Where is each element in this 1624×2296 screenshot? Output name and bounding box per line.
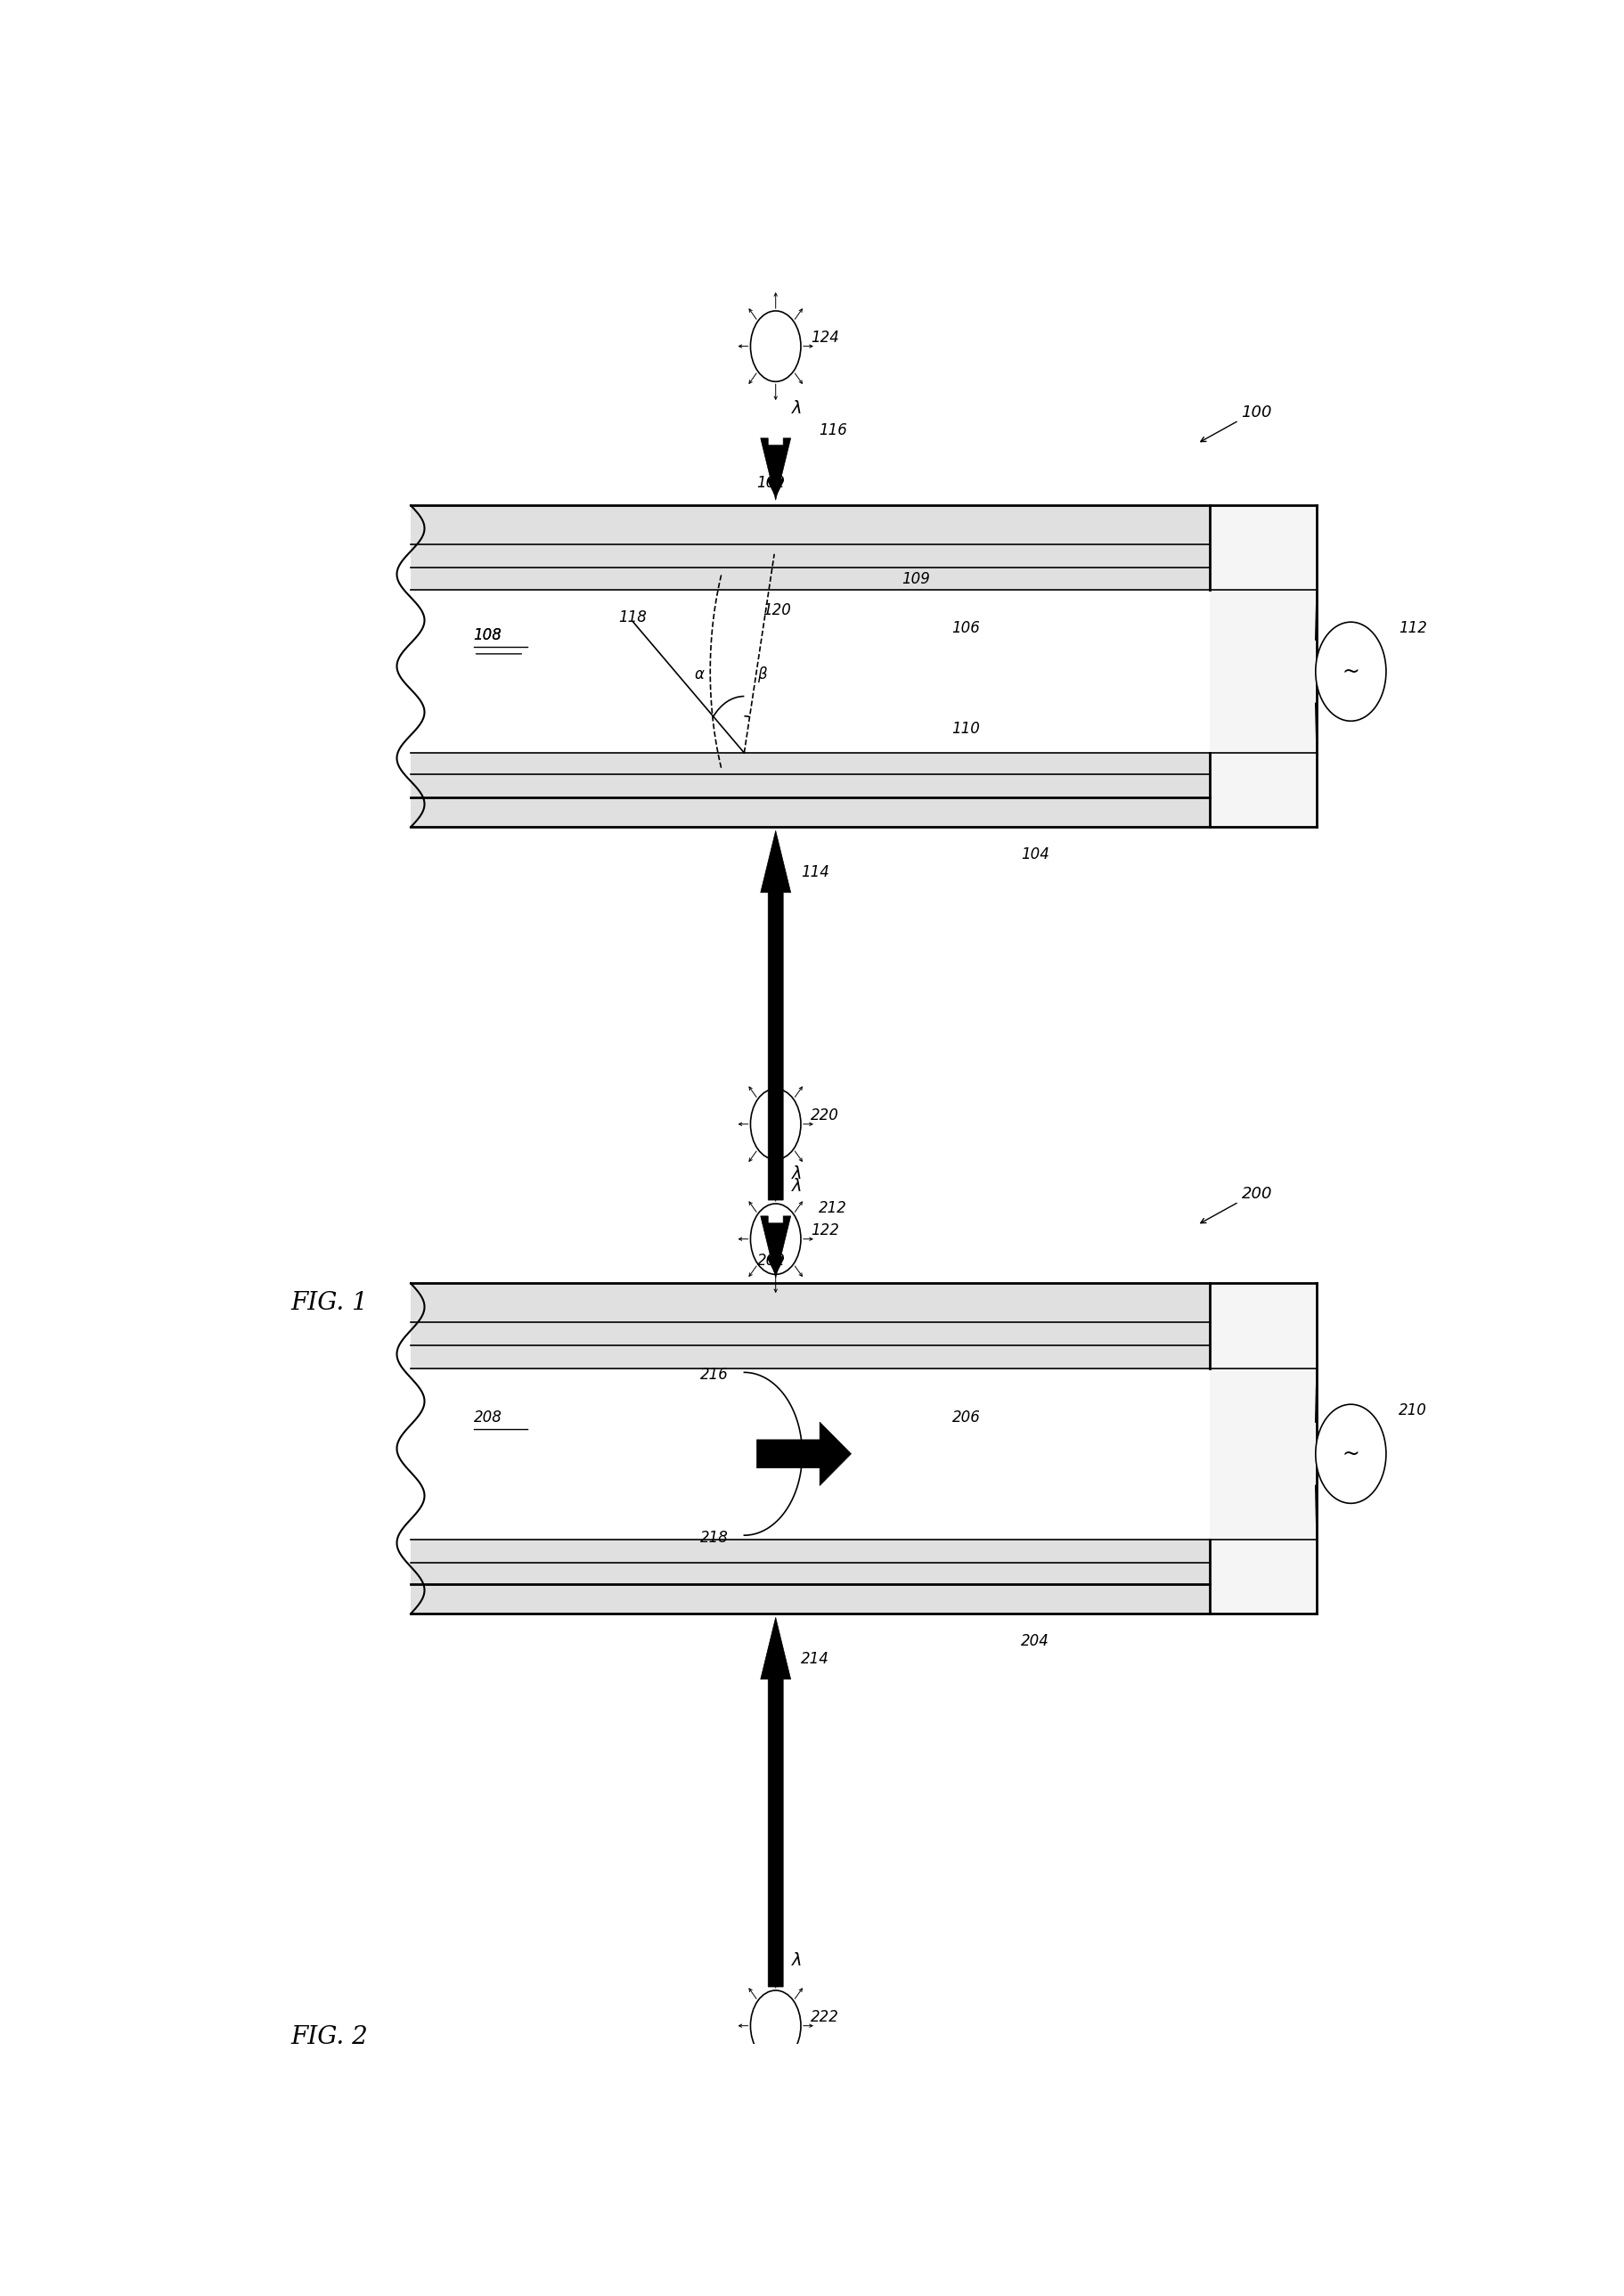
Text: 106: 106 <box>952 620 981 636</box>
Text: 122: 122 <box>810 1221 840 1238</box>
Text: ~: ~ <box>1341 661 1359 682</box>
Text: FIG. 2: FIG. 2 <box>291 2025 369 2048</box>
Text: 124: 124 <box>810 328 840 344</box>
Text: 218: 218 <box>700 1529 729 1545</box>
Polygon shape <box>760 439 791 501</box>
Polygon shape <box>411 1283 1210 1368</box>
Text: $\beta$: $\beta$ <box>757 664 768 684</box>
Polygon shape <box>760 831 791 1201</box>
Text: 206: 206 <box>952 1410 981 1426</box>
Text: ~: ~ <box>1341 1444 1359 1465</box>
Polygon shape <box>411 753 1210 827</box>
Text: $\lambda$: $\lambda$ <box>791 1952 802 1970</box>
Polygon shape <box>411 1541 1210 1614</box>
Text: 108: 108 <box>474 627 502 643</box>
Text: 116: 116 <box>818 422 846 439</box>
Text: 112: 112 <box>1398 620 1427 636</box>
Text: 104: 104 <box>1021 847 1049 863</box>
Text: 102: 102 <box>757 475 784 491</box>
Text: 214: 214 <box>801 1651 830 1667</box>
Text: 212: 212 <box>818 1201 846 1217</box>
Text: $\lambda$: $\lambda$ <box>791 1166 802 1182</box>
Text: 210: 210 <box>1398 1403 1427 1419</box>
Text: 216: 216 <box>700 1366 729 1382</box>
Polygon shape <box>760 1217 791 1279</box>
Text: $\alpha$: $\alpha$ <box>693 666 705 682</box>
Circle shape <box>1315 622 1387 721</box>
Text: 204: 204 <box>1021 1632 1049 1649</box>
Text: $\lambda$: $\lambda$ <box>791 400 802 418</box>
Text: 208: 208 <box>474 1410 502 1426</box>
Text: 222: 222 <box>810 2009 840 2025</box>
Polygon shape <box>411 505 1210 590</box>
Text: $\lambda$: $\lambda$ <box>791 1178 802 1194</box>
Text: 202: 202 <box>757 1254 784 1270</box>
Text: FIG. 1: FIG. 1 <box>291 1290 369 1316</box>
Text: 120: 120 <box>763 602 791 618</box>
Text: 220: 220 <box>810 1107 840 1123</box>
Text: 118: 118 <box>619 608 646 625</box>
Polygon shape <box>760 1616 791 1986</box>
Text: 100: 100 <box>1241 404 1272 420</box>
Text: 200: 200 <box>1241 1187 1272 1201</box>
Polygon shape <box>757 1421 851 1486</box>
Text: 109: 109 <box>901 572 931 588</box>
Polygon shape <box>1210 1283 1317 1614</box>
Circle shape <box>1315 1405 1387 1504</box>
Polygon shape <box>1210 505 1317 827</box>
Text: 108: 108 <box>474 627 502 643</box>
Text: 110: 110 <box>952 721 981 737</box>
Text: 114: 114 <box>801 863 830 879</box>
